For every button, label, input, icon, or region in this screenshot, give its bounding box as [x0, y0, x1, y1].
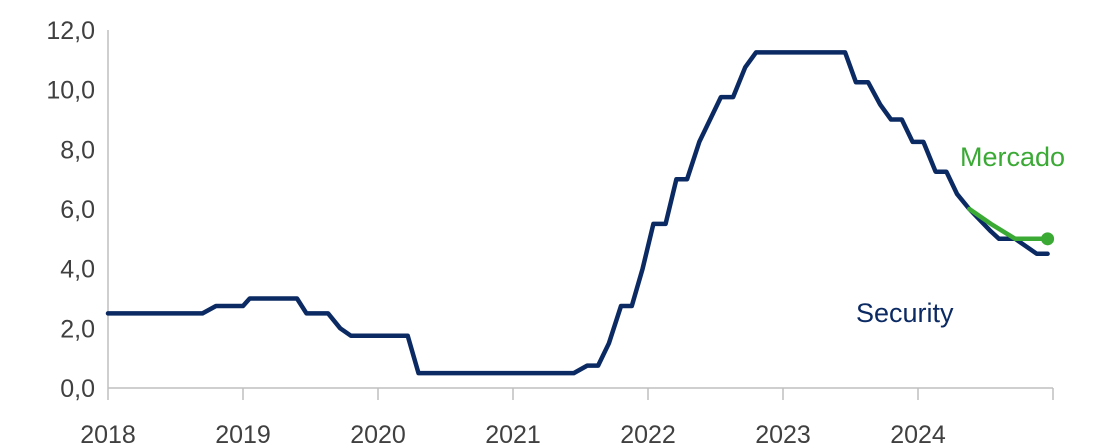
x-tick-label: 2018	[80, 421, 136, 447]
y-tick-label: 8,0	[60, 136, 95, 164]
x-ticks	[107, 388, 1054, 400]
y-tick-label: 2,0	[60, 315, 95, 343]
x-tick-label: 2019	[215, 421, 271, 447]
y-tick-labels: 0,0 2,0 4,0 6,0 8,0 10,0 12,0	[46, 17, 95, 403]
series-label-security: Security	[856, 298, 954, 328]
x-tick-labels: 2018 2019 2020 2021 2022 2023 2024	[80, 421, 946, 447]
x-tick-label: 2023	[755, 421, 811, 447]
x-tick-label: 2024	[890, 421, 946, 447]
series-end-marker-mercado	[1041, 232, 1055, 246]
series-line-security	[105, 50, 1050, 376]
x-axis: 2018 2019 2020 2021 2022 2023 2024	[80, 387, 1054, 447]
y-axis: 0,0 2,0 4,0 6,0 8,0 10,0 12,0	[46, 17, 109, 403]
y-tick-label: 6,0	[60, 196, 95, 224]
y-tick-label: 4,0	[60, 256, 95, 284]
series-labels: Mercado Security	[856, 142, 1065, 328]
series-line-mercado	[967, 206, 1050, 242]
y-tick-label: 10,0	[46, 77, 95, 105]
y-tick-label: 0,0	[60, 375, 95, 403]
y-tick-label: 12,0	[46, 17, 95, 45]
x-tick-label: 2021	[485, 421, 541, 447]
x-tick-label: 2022	[620, 421, 676, 447]
x-tick-label: 2020	[350, 421, 406, 447]
series-label-mercado: Mercado	[960, 142, 1065, 172]
plot-series	[105, 50, 1055, 376]
